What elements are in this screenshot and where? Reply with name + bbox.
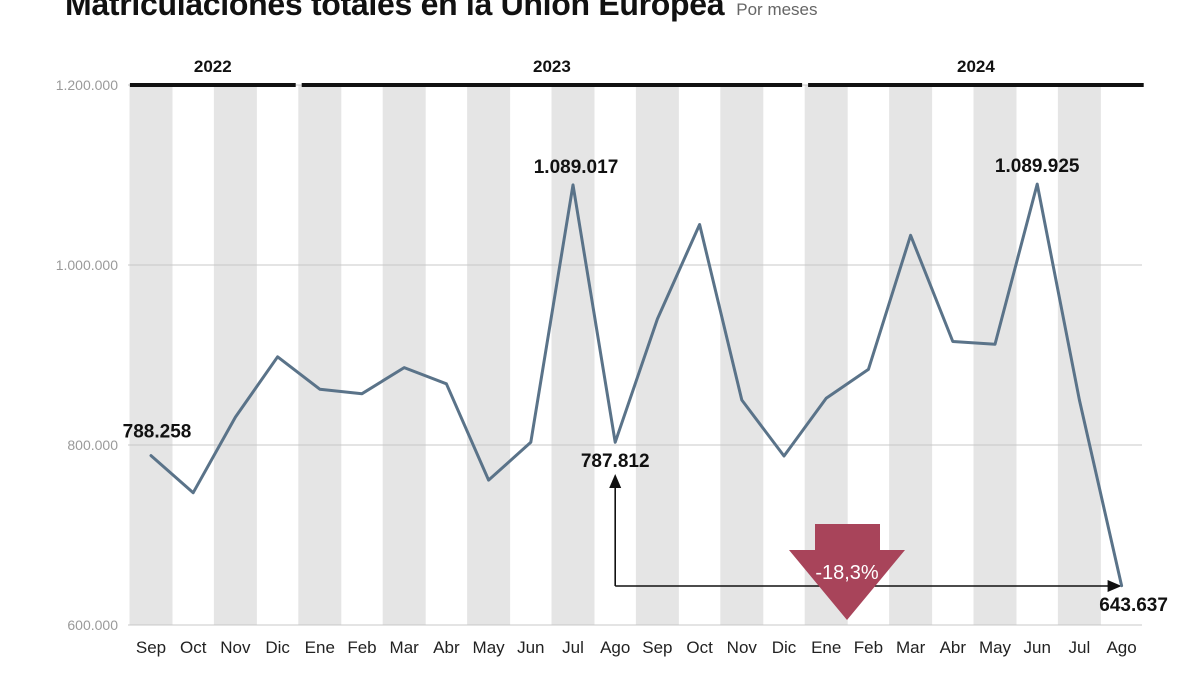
x-tick-label: Ago bbox=[600, 638, 630, 657]
month-band bbox=[298, 85, 342, 625]
change-label: -18,3% bbox=[815, 562, 879, 584]
y-tick-label: 800.000 bbox=[67, 437, 118, 453]
y-tick-label: 1.200.000 bbox=[56, 77, 118, 93]
year-label: 2024 bbox=[957, 57, 995, 76]
y-tick-label: 600.000 bbox=[67, 617, 118, 633]
arrowhead-right bbox=[1107, 580, 1122, 592]
x-tick-label: Ene bbox=[811, 638, 841, 657]
month-band bbox=[129, 85, 173, 625]
data-label: 1.089.925 bbox=[995, 156, 1080, 177]
x-tick-label: Oct bbox=[686, 638, 713, 657]
chart-subtitle: Por meses bbox=[736, 0, 818, 19]
x-tick-label: Sep bbox=[136, 638, 166, 657]
x-tick-label: Feb bbox=[854, 638, 883, 657]
y-axis: 600.000 800.000 1.000.000 1.200.000 bbox=[56, 77, 119, 633]
month-band bbox=[1057, 85, 1101, 625]
month-bands bbox=[129, 85, 1101, 625]
month-band bbox=[973, 85, 1017, 625]
x-tick-label: Abr bbox=[940, 638, 967, 657]
x-tick-label: Oct bbox=[180, 638, 207, 657]
x-tick-label: Dic bbox=[772, 638, 797, 657]
month-band bbox=[635, 85, 679, 625]
data-label: 1.089.017 bbox=[534, 157, 619, 178]
series-line bbox=[149, 182, 1124, 588]
x-tick-label: Dic bbox=[265, 638, 290, 657]
x-tick-label: Jun bbox=[517, 638, 544, 657]
x-tick-label: Nov bbox=[727, 638, 758, 657]
x-tick-label: Mar bbox=[390, 638, 420, 657]
x-tick-label: Ene bbox=[305, 638, 335, 657]
y-tick-label: 1.000.000 bbox=[56, 257, 118, 273]
year-label: 2023 bbox=[533, 57, 571, 76]
month-band bbox=[720, 85, 764, 625]
x-tick-label: May bbox=[979, 638, 1012, 657]
month-band bbox=[382, 85, 426, 625]
data-label: 788.258 bbox=[123, 422, 192, 443]
x-tick-label: Jul bbox=[1069, 638, 1091, 657]
x-tick-label: Jun bbox=[1023, 638, 1050, 657]
change-annotation: -18,3% bbox=[609, 474, 1122, 620]
x-tick-label: May bbox=[473, 638, 506, 657]
x-tick-label: Abr bbox=[433, 638, 460, 657]
x-tick-label: Nov bbox=[220, 638, 251, 657]
arrowhead-up bbox=[609, 474, 622, 488]
month-band bbox=[551, 85, 595, 625]
down-arrow-icon bbox=[789, 524, 905, 620]
x-axis: Sep Oct Nov Dic Ene Feb Mar Abr May Jun Jul Ago Sep O… bbox=[136, 638, 1137, 657]
month-band bbox=[467, 85, 511, 625]
month-band bbox=[889, 85, 933, 625]
data-labels: 788.258 1.089.017 787.812 1.089.925 643.637 bbox=[123, 156, 1168, 616]
x-tick-label: Jul bbox=[562, 638, 584, 657]
series-layer bbox=[149, 182, 1124, 588]
year-markers: 2022 2023 2024 bbox=[129, 57, 1144, 87]
x-tick-label: Ago bbox=[1106, 638, 1136, 657]
x-tick-label: Feb bbox=[347, 638, 376, 657]
data-label: 787.812 bbox=[581, 451, 650, 472]
month-band bbox=[213, 85, 257, 625]
chart-header: Matriculaciones totales en la Unión Euro… bbox=[65, 0, 818, 26]
year-label: 2022 bbox=[194, 57, 232, 76]
chart-title: Matriculaciones totales en la Unión Euro… bbox=[65, 0, 725, 22]
x-tick-label: Mar bbox=[896, 638, 926, 657]
data-label: 643.637 bbox=[1099, 595, 1168, 616]
x-tick-label: Sep bbox=[642, 638, 672, 657]
